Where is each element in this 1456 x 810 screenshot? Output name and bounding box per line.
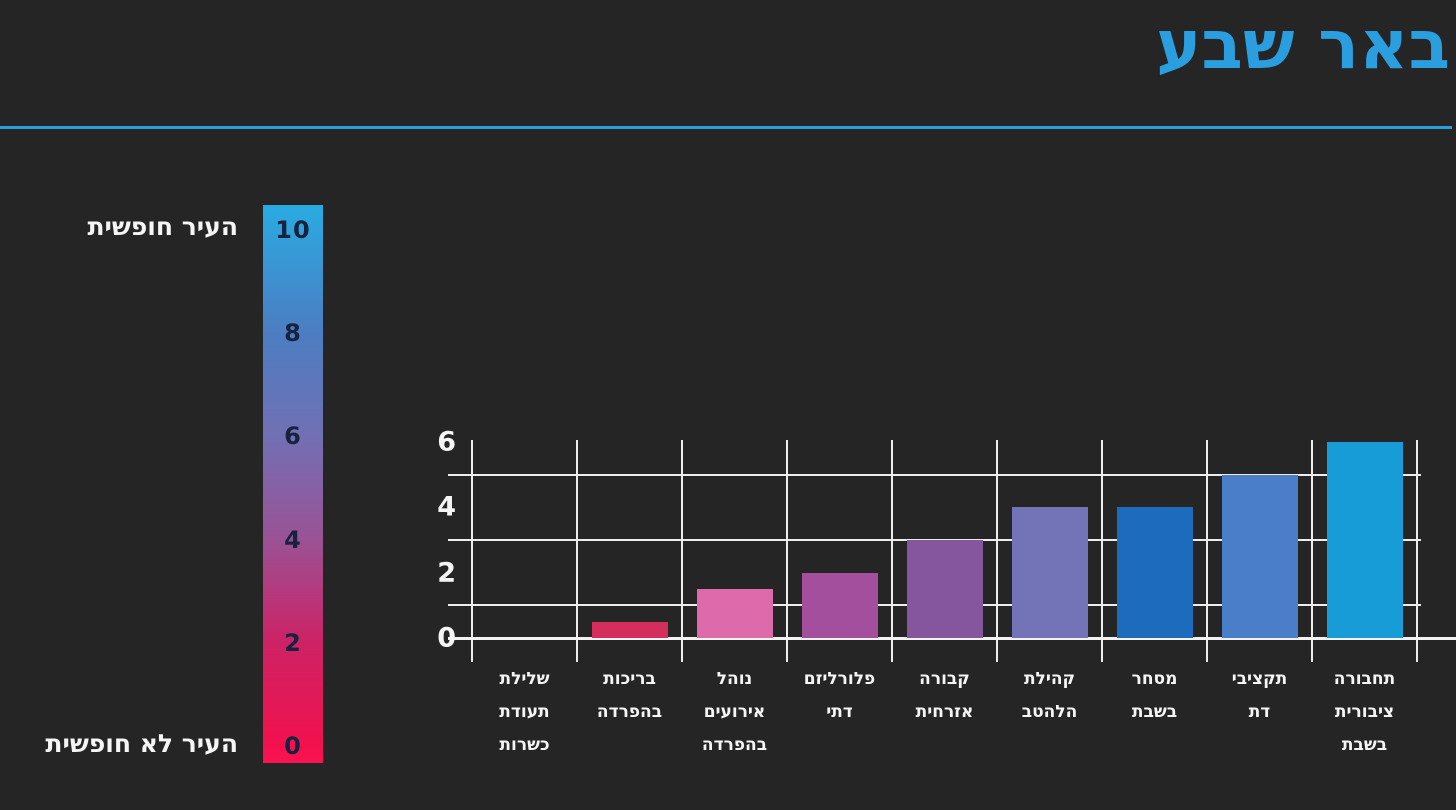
y-tick-label: 4 <box>437 491 456 523</box>
x-category-label-line: תקציבי <box>1231 669 1288 689</box>
legend-free-city-label: העיר חופשית <box>87 212 238 241</box>
x-category-label-line: דתי <box>826 702 853 722</box>
scale-tick-label: 4 <box>284 525 302 554</box>
x-category-label-line: קבורה <box>919 669 970 689</box>
gridline-vertical <box>891 440 893 662</box>
x-category-label: שלילת תעודת כשרות <box>472 663 577 762</box>
bar <box>906 540 983 638</box>
gridline-vertical <box>576 440 578 662</box>
bar <box>1221 474 1298 638</box>
gridline-vertical <box>1206 440 1208 662</box>
legend-not-free-city-label: העיר לא חופשית <box>45 729 238 758</box>
gridline-vertical <box>1311 440 1313 662</box>
x-category-label: נוהל אירועים בהפרדה <box>682 663 787 762</box>
gridline-vertical <box>1101 440 1103 662</box>
x-category-label: תחבורה ציבורית בשבת <box>1312 663 1417 762</box>
gridline-vertical <box>681 440 683 662</box>
x-category-label-line: ציבורית <box>1334 702 1395 722</box>
x-category-label: תקציבי דת <box>1207 663 1312 729</box>
x-category-label-line: שלילת <box>499 669 550 689</box>
gridline-vertical <box>471 440 473 662</box>
x-category-label-line: כשרות <box>499 735 550 755</box>
scale-tick-label: 0 <box>284 731 302 760</box>
gridline-horizontal <box>448 473 1421 476</box>
scale-tick-label: 6 <box>284 422 302 451</box>
x-category-label-line: קהילת <box>1023 669 1076 689</box>
scale-tick-label: 10 <box>275 216 311 244</box>
x-category-label: פלורליזם דתי <box>787 663 892 729</box>
y-tick-label: 2 <box>437 557 456 589</box>
x-category-label-line: הלהטב <box>1021 702 1078 722</box>
x-category-label: קבורה אזרחית <box>892 663 997 729</box>
x-category-label-line: נוהל <box>716 669 753 689</box>
x-category-label-line: תחבורה <box>1333 669 1396 689</box>
x-category-label-line: בשבת <box>1341 735 1388 755</box>
x-category-label-line: פלורליזם <box>803 669 876 689</box>
color-scale-bar: 10 8 6 4 2 0 <box>263 205 323 763</box>
x-category-label: מסחר בשבת <box>1102 663 1207 729</box>
bar <box>1011 507 1088 638</box>
gridline-vertical <box>996 440 998 662</box>
x-category-label-line: בהפרדה <box>701 735 768 755</box>
x-category-label-line: בשבת <box>1131 702 1178 722</box>
gridline-vertical <box>786 440 788 662</box>
x-category-label-line: מסחר <box>1131 669 1178 689</box>
x-category-label-line: תעודת <box>499 702 550 722</box>
x-category-label: בריכות בהפרדה <box>577 663 682 729</box>
x-axis-line <box>448 637 1456 640</box>
y-tick-label: 0 <box>437 622 456 654</box>
bar <box>1116 507 1193 638</box>
bar <box>696 589 773 638</box>
x-category-label: קהילת הלהטב <box>997 663 1102 729</box>
bar <box>591 621 668 638</box>
x-category-label-line: דת <box>1248 702 1271 722</box>
bar <box>801 572 878 638</box>
x-category-label-line: אירועים <box>703 702 766 722</box>
x-category-label-line: בהפרדה <box>596 702 663 722</box>
y-tick-label: 6 <box>437 426 456 458</box>
scale-tick-label: 2 <box>284 628 302 657</box>
bar <box>1326 442 1403 638</box>
x-category-label-line: אזרחית <box>915 702 974 722</box>
gridline-vertical <box>1416 440 1418 662</box>
scale-tick-label: 8 <box>284 319 302 348</box>
x-category-label-line: בריכות <box>603 669 656 689</box>
page-title: באר שבע <box>1156 6 1450 85</box>
title-divider <box>0 126 1452 129</box>
